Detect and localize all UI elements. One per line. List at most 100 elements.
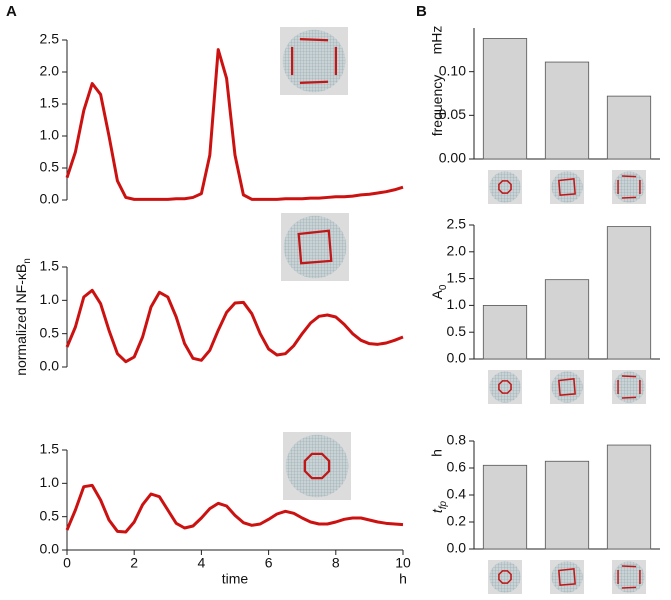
shape bbox=[299, 80, 329, 85]
y-axis-label: tfp bbox=[429, 500, 449, 513]
y-tick-label: 0.6 bbox=[447, 459, 467, 475]
y-tick-label: 1.5 bbox=[40, 258, 60, 274]
y-tick-label: 0.8 bbox=[447, 432, 467, 448]
inset-image bbox=[612, 170, 646, 204]
y-axis-label-text: normalized NF-κB bbox=[13, 264, 29, 376]
cell bbox=[551, 371, 583, 403]
y-tick-label: 0.0 bbox=[447, 350, 467, 366]
y-tick-label: 0.2 bbox=[447, 513, 467, 529]
y-tick-label: 1.0 bbox=[40, 291, 60, 307]
shape bbox=[558, 178, 576, 196]
shape bbox=[303, 452, 331, 480]
x-tick-label: 8 bbox=[332, 555, 340, 571]
y-tick-label: 1.5 bbox=[447, 269, 467, 285]
shape bbox=[621, 196, 637, 199]
y-tick-label: 1.0 bbox=[40, 474, 60, 490]
panel-label: A bbox=[6, 3, 17, 20]
bar bbox=[606, 95, 652, 160]
bar bbox=[482, 38, 528, 160]
y-tick-label: 2.0 bbox=[40, 63, 60, 79]
bar bbox=[606, 444, 652, 550]
bar bbox=[544, 61, 590, 160]
y-tick-label: 1.0 bbox=[40, 127, 60, 143]
shape bbox=[621, 586, 637, 589]
shape bbox=[558, 568, 576, 586]
bar bbox=[544, 460, 590, 550]
cell bbox=[551, 171, 583, 203]
x-tick-label: 6 bbox=[265, 555, 273, 571]
y-tick-label: 0.5 bbox=[40, 507, 60, 523]
y-axis-label: A0 bbox=[429, 284, 449, 299]
bar bbox=[482, 304, 528, 360]
cell bbox=[613, 171, 645, 203]
line bbox=[65, 288, 404, 364]
y-axis-label-text: t bbox=[429, 508, 445, 513]
cell bbox=[282, 29, 346, 93]
y-tick-label: 2.0 bbox=[447, 243, 467, 259]
inset-image bbox=[550, 370, 584, 404]
inset-image bbox=[612, 560, 646, 594]
y-axis-label-sub: n bbox=[22, 258, 33, 264]
inset-image bbox=[550, 170, 584, 204]
cell bbox=[613, 371, 645, 403]
cell bbox=[489, 561, 521, 593]
shape bbox=[621, 175, 637, 178]
y-tick-label: 0.10 bbox=[439, 62, 466, 78]
cell bbox=[551, 561, 583, 593]
inset-image bbox=[488, 560, 522, 594]
y-axis-label-text: A bbox=[429, 289, 445, 299]
x-axis-label: time bbox=[222, 571, 249, 587]
y-axis-label: normalized NF-κBn bbox=[13, 258, 33, 376]
inset-image bbox=[283, 432, 351, 500]
inset-image bbox=[550, 560, 584, 594]
y-tick-label: 2.5 bbox=[447, 216, 467, 232]
y-axis-unit: mHz bbox=[429, 26, 445, 55]
y-tick-label: 0.0 bbox=[40, 541, 60, 557]
shape bbox=[498, 570, 512, 584]
cell bbox=[489, 171, 521, 203]
shape bbox=[621, 565, 637, 568]
inset-image bbox=[612, 370, 646, 404]
x-axis-unit: h bbox=[399, 571, 407, 587]
bar bbox=[544, 279, 590, 360]
inset-image bbox=[488, 170, 522, 204]
shape bbox=[498, 180, 512, 194]
y-tick-label: 0.0 bbox=[447, 540, 467, 556]
y-tick-label: 0.5 bbox=[447, 323, 467, 339]
y-tick-label: 0.05 bbox=[439, 106, 466, 122]
cell bbox=[285, 434, 349, 498]
x-tick-label: 0 bbox=[63, 555, 71, 571]
cell bbox=[613, 561, 645, 593]
x-tick-label: 2 bbox=[130, 555, 138, 571]
y-tick-label: 0.00 bbox=[439, 150, 466, 166]
cell bbox=[283, 215, 347, 279]
y-axis-label-text: frequency bbox=[429, 75, 445, 136]
shape bbox=[558, 378, 576, 396]
shape bbox=[299, 37, 329, 42]
cell bbox=[489, 371, 521, 403]
y-tick-label: 0.5 bbox=[40, 324, 60, 340]
y-tick-label: 1.5 bbox=[40, 95, 60, 111]
y-tick-label: 0.5 bbox=[40, 159, 60, 175]
y-tick-label: 2.5 bbox=[40, 31, 60, 47]
y-tick-label: 1.5 bbox=[40, 441, 60, 457]
y-axis-label: frequency bbox=[429, 75, 445, 136]
inset-image bbox=[280, 27, 348, 95]
bar bbox=[606, 226, 652, 360]
inset-image bbox=[488, 370, 522, 404]
y-tick-label: 0.4 bbox=[447, 486, 467, 502]
y-tick-label: 0.0 bbox=[40, 191, 60, 207]
panel-label: B bbox=[416, 3, 427, 20]
shape bbox=[621, 396, 637, 399]
shape bbox=[621, 375, 637, 378]
line bbox=[65, 483, 404, 534]
inset-image bbox=[281, 213, 349, 281]
y-axis-unit: h bbox=[429, 449, 445, 457]
y-tick-label: 1.0 bbox=[447, 296, 467, 312]
line bbox=[65, 48, 404, 201]
y-axis-label-sub: fp bbox=[438, 500, 449, 509]
bar bbox=[482, 464, 528, 550]
shape bbox=[498, 380, 512, 394]
x-tick-label: 10 bbox=[395, 555, 411, 571]
